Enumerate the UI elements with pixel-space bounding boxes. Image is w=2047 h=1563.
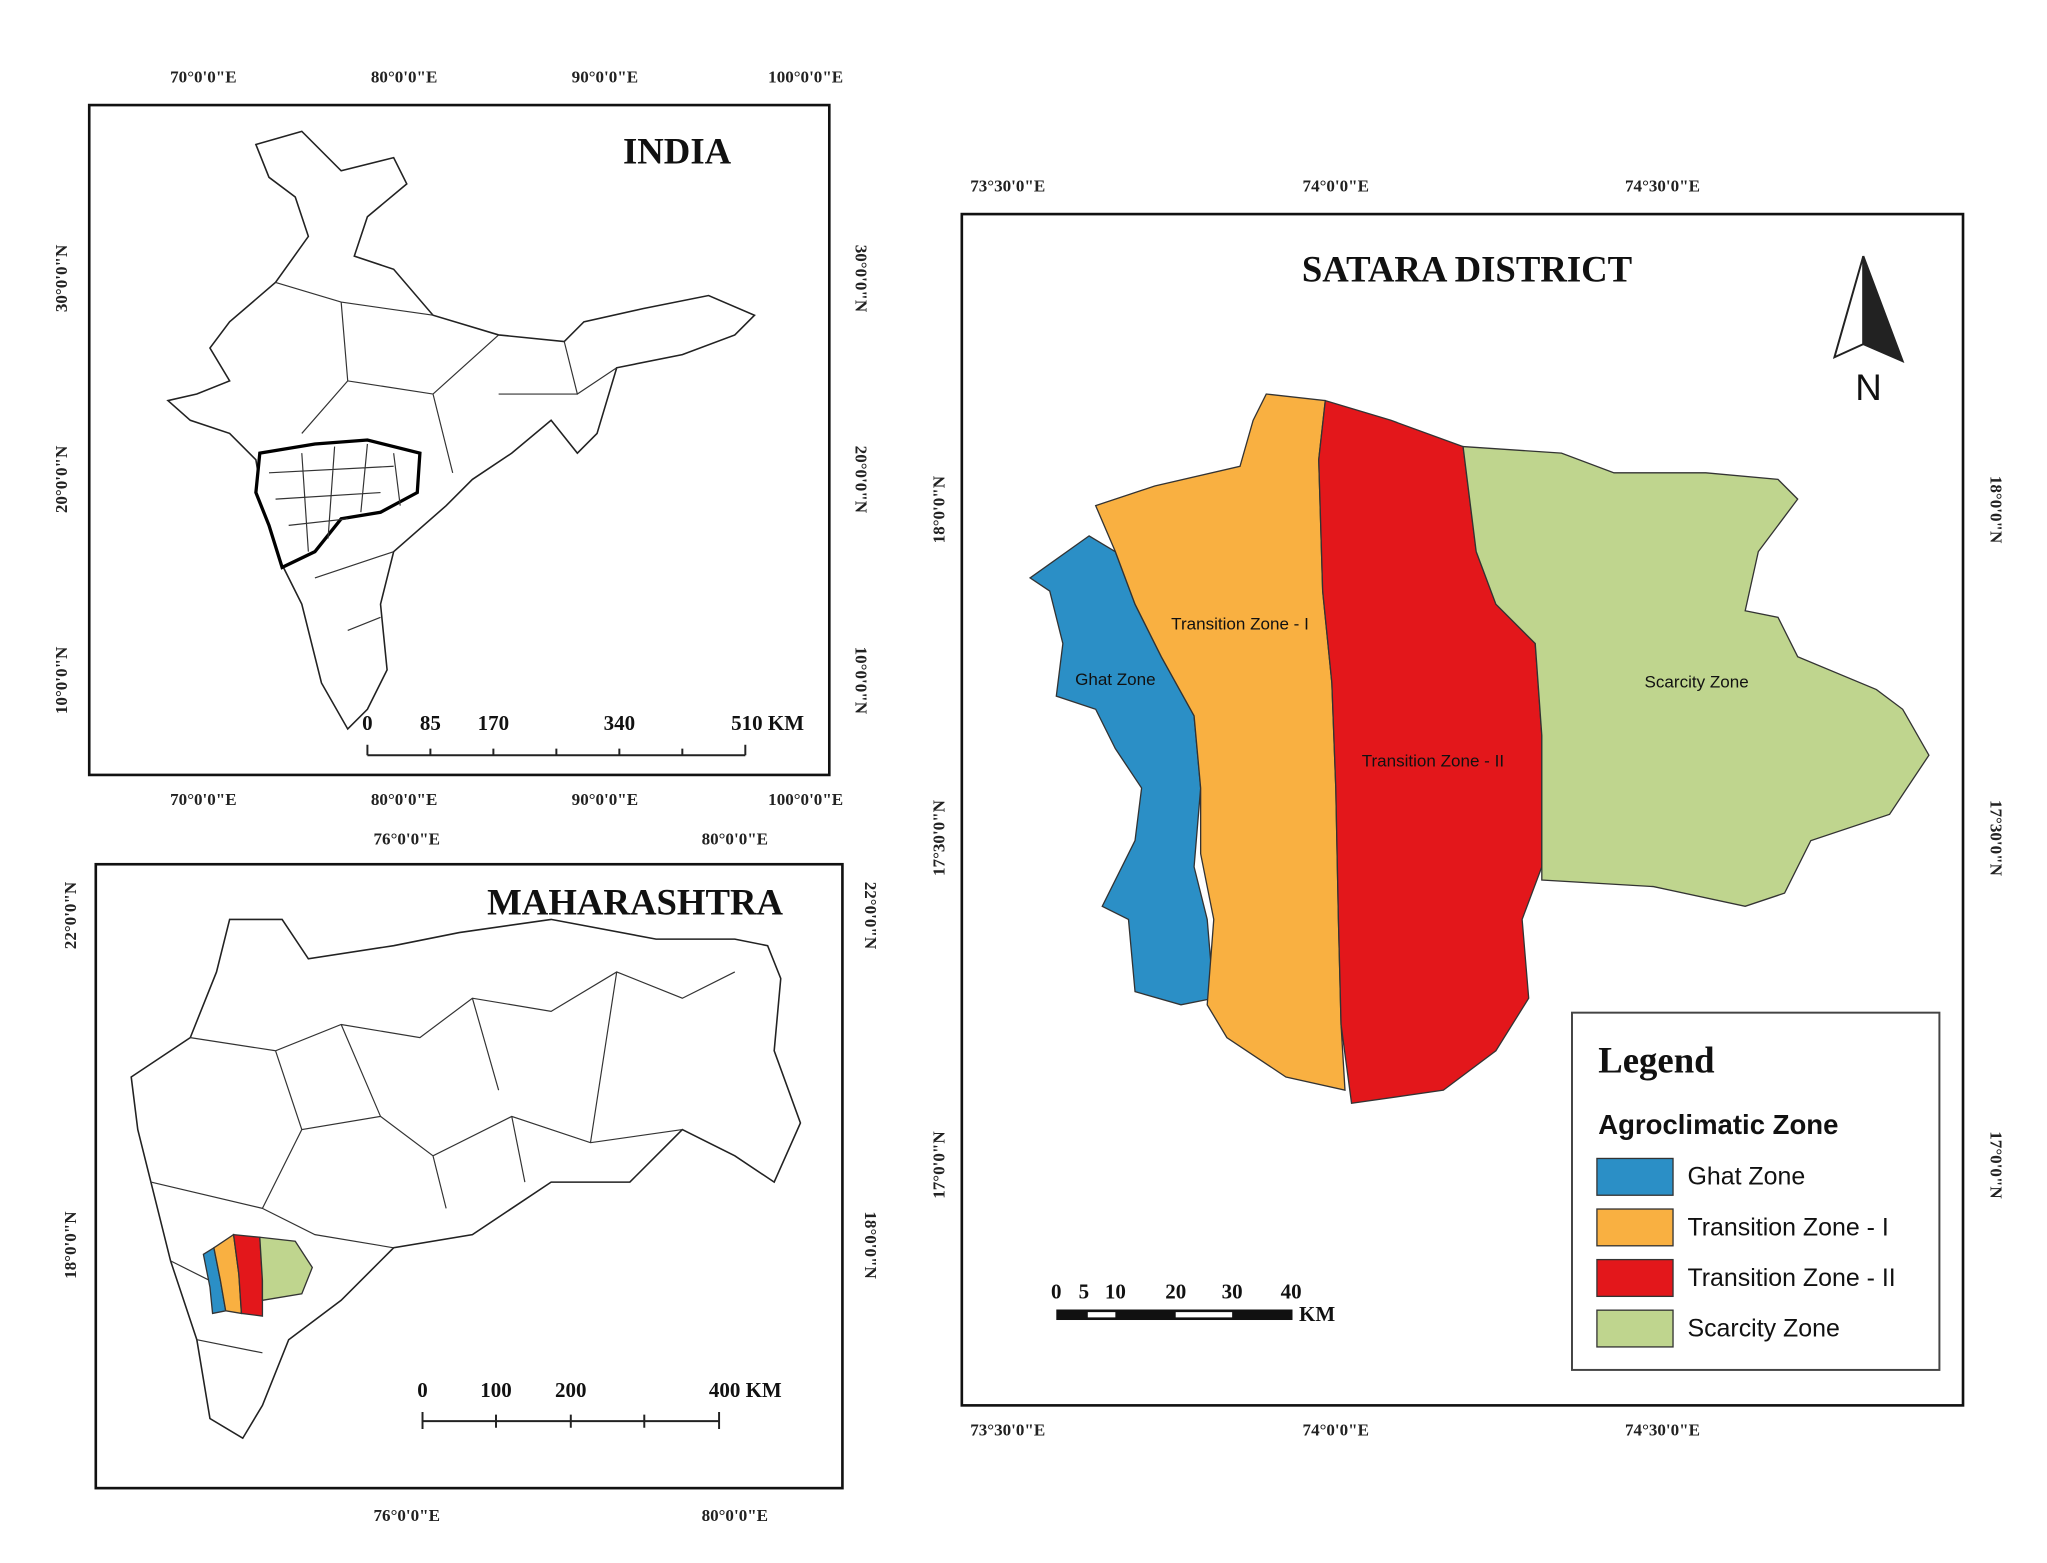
maharashtra-districts-small — [268, 443, 401, 552]
zone-label: Transition Zone - II — [1362, 751, 1504, 770]
lat-label: 17°0'0"N — [1987, 1131, 2006, 1199]
lon-label: 73°30'0"E — [970, 177, 1045, 196]
legend-item: Transition Zone - II — [1687, 1264, 1895, 1292]
scale-label: 0 — [417, 1378, 427, 1402]
scale-label: 85 — [420, 711, 441, 735]
panel-title: MAHARASHTRA — [487, 882, 783, 923]
legend-item: Scarcity Zone — [1687, 1314, 1839, 1342]
lat-label: 30°0'0"N — [852, 245, 871, 313]
lat-label: 22°0'0"N — [861, 882, 880, 950]
lon-label: 73°30'0"E — [970, 1421, 1045, 1440]
scale-label: 10 — [1105, 1280, 1126, 1304]
scarcity-zone-area — [1462, 445, 1930, 907]
scale-label: 200 — [555, 1378, 586, 1402]
lon-label: 70°0'0"E — [170, 68, 236, 87]
panel-title: INDIA — [623, 130, 732, 171]
north-label: N — [1855, 367, 1882, 408]
scale-ticks — [421, 1411, 721, 1430]
legend-title: Legend — [1598, 1039, 1715, 1080]
lat-label: 17°0'0"N — [930, 1131, 949, 1199]
lat-label: 20°0'0"N — [852, 446, 871, 514]
legend-subtitle: Agroclimatic Zone — [1598, 1109, 1838, 1140]
lat-label: 22°0'0"N — [61, 881, 80, 949]
zone-label: Scarcity Zone — [1645, 672, 1749, 691]
scale-label: 5 — [1079, 1280, 1089, 1304]
satara-scale-bar — [1056, 1309, 1293, 1321]
state-borders — [275, 281, 618, 632]
lon-label: 80°0'0"E — [371, 790, 437, 809]
lat-label: 30°0'0"N — [52, 244, 71, 312]
scale-label: 340 — [604, 711, 635, 735]
lon-label: 74°0'0"E — [1303, 1421, 1369, 1440]
maharashtra-frame — [94, 862, 844, 1490]
lat-label: 18°0'0"N — [61, 1211, 80, 1279]
lon-label: 80°0'0"E — [371, 68, 437, 87]
legend-swatch — [1596, 1157, 1674, 1196]
scale-unit: KM — [1299, 1302, 1335, 1326]
legend-swatch — [1596, 1309, 1674, 1348]
transition-zone-1-area — [1094, 393, 1346, 1091]
scale-ticks — [366, 744, 747, 756]
lon-label: 90°0'0"E — [572, 790, 638, 809]
scale-label: 100 — [480, 1378, 511, 1402]
india-outline — [166, 130, 756, 731]
lat-label: 17°30'0"N — [1987, 800, 2006, 877]
maharashtra-outline — [130, 918, 802, 1440]
scale-label: 510 KM — [731, 711, 804, 735]
satara-frame — [960, 212, 1965, 1407]
lon-label: 80°0'0"E — [702, 830, 768, 849]
lat-label: 18°0'0"N — [930, 475, 949, 543]
legend-swatch — [1596, 1258, 1674, 1298]
legend-item: Ghat Zone — [1687, 1163, 1805, 1191]
satara-scarcity-small — [259, 1236, 314, 1302]
lon-label: 100°0'0"E — [768, 68, 843, 87]
lon-label: 76°0'0"E — [374, 830, 440, 849]
scale-label: 40 — [1281, 1280, 1302, 1304]
lat-label: 18°0'0"N — [1987, 476, 2006, 544]
district-borders — [150, 971, 736, 1354]
lat-label: 10°0'0"N — [852, 647, 871, 715]
lon-label: 74°30'0"E — [1625, 1421, 1700, 1440]
lon-label: 76°0'0"E — [374, 1506, 440, 1525]
lat-label: 17°30'0"N — [930, 799, 949, 876]
scale-label: 0 — [1051, 1280, 1061, 1304]
lon-label: 70°0'0"E — [170, 790, 236, 809]
lon-label: 74°30'0"E — [1625, 177, 1700, 196]
lon-label: 90°0'0"E — [572, 68, 638, 87]
legend-item: Transition Zone - I — [1687, 1213, 1888, 1241]
zone-label: Transition Zone - I — [1171, 615, 1309, 634]
scale-label: 400 KM — [709, 1378, 782, 1402]
legend-swatch — [1596, 1208, 1674, 1247]
scale-label: 0 — [362, 711, 372, 735]
lat-label: 20°0'0"N — [52, 445, 71, 513]
panel-title: SATARA DISTRICT — [1302, 249, 1632, 290]
zone-label: Ghat Zone — [1075, 670, 1156, 689]
lat-label: 18°0'0"N — [861, 1211, 880, 1279]
scale-label: 30 — [1222, 1280, 1243, 1304]
lon-label: 80°0'0"E — [702, 1506, 768, 1525]
lon-label: 100°0'0"E — [768, 790, 843, 809]
north-arrow — [1832, 255, 1905, 364]
scale-label: 20 — [1165, 1280, 1186, 1304]
lon-label: 74°0'0"E — [1303, 177, 1369, 196]
india-frame — [87, 103, 831, 777]
scale-label: 170 — [478, 711, 509, 735]
lat-label: 10°0'0"N — [52, 646, 71, 714]
